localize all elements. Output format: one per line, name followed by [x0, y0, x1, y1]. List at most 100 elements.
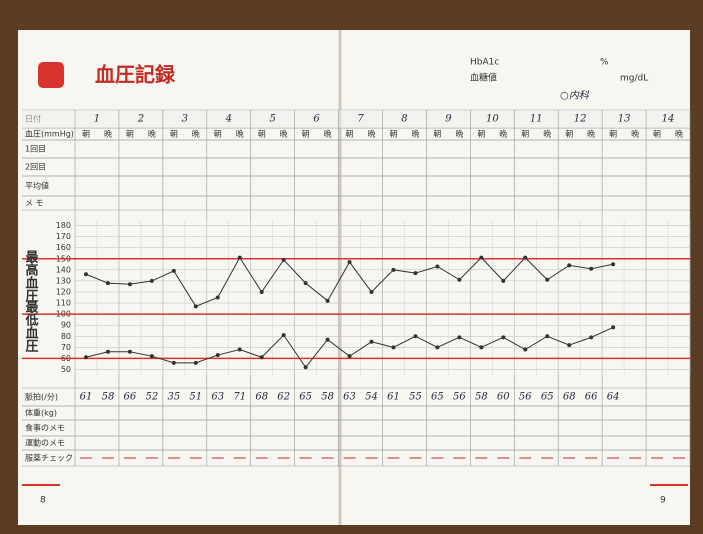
period: 朝 — [258, 130, 266, 139]
row-label: 2回目 — [25, 163, 46, 172]
pulse-value: 65 — [431, 392, 444, 403]
point — [127, 282, 132, 287]
point — [193, 304, 198, 309]
pulse-value: 63 — [211, 392, 224, 403]
period: 晩 — [455, 129, 463, 139]
pulse-value: 61 — [80, 392, 93, 403]
point — [171, 268, 176, 273]
page-number: 8 — [40, 496, 46, 506]
point — [369, 339, 374, 344]
title: 血圧記録 — [95, 63, 176, 87]
point — [501, 335, 506, 340]
date: 7 — [357, 114, 364, 125]
pulse-value: 68 — [255, 392, 268, 403]
point — [281, 257, 286, 262]
glucose: 血糖値 — [470, 72, 497, 84]
point — [391, 345, 396, 350]
pulse-value: 60 — [497, 392, 510, 403]
period: 朝 — [565, 130, 573, 139]
y-tick-label: 80 — [61, 332, 71, 341]
point — [105, 281, 110, 286]
hba1c: HbA1c — [470, 58, 499, 68]
y-tick-label: 140 — [56, 265, 71, 274]
point — [259, 289, 264, 294]
point — [479, 345, 484, 350]
date: 11 — [530, 114, 543, 125]
y-tick-label: 70 — [61, 343, 71, 352]
point — [545, 334, 550, 339]
date: 5 — [269, 114, 275, 125]
period: 晩 — [192, 129, 200, 139]
period: 朝 — [477, 130, 485, 139]
point — [105, 349, 110, 354]
period: 朝 — [126, 130, 134, 139]
point — [435, 345, 440, 350]
point — [567, 263, 572, 268]
point — [369, 289, 374, 294]
pulse-value: 58 — [475, 392, 488, 403]
period: 晩 — [499, 129, 507, 139]
date: 12 — [574, 114, 587, 125]
period: 晩 — [631, 129, 639, 139]
point — [523, 255, 528, 260]
date: 8 — [401, 114, 407, 125]
period: 晩 — [675, 129, 683, 139]
period: 晩 — [280, 129, 288, 139]
row-label: 食事のメモ — [25, 423, 65, 433]
period: 晩 — [148, 129, 156, 139]
period: 朝 — [302, 130, 310, 139]
point — [589, 335, 594, 340]
point — [611, 325, 616, 330]
pulse-value: 65 — [299, 392, 312, 403]
row-highlight — [22, 110, 690, 128]
date: 14 — [662, 114, 675, 125]
point — [215, 295, 220, 300]
point — [589, 266, 594, 271]
point — [457, 335, 462, 340]
page-number: 9 — [660, 496, 666, 506]
point — [127, 349, 132, 354]
date: 9 — [445, 114, 452, 125]
point — [501, 278, 506, 283]
y-tick-label: 170 — [56, 232, 71, 241]
unit: mg/dL — [620, 74, 648, 84]
pulse-value: 58 — [102, 392, 115, 403]
point — [413, 334, 418, 339]
point — [303, 281, 308, 286]
pulse-value: 54 — [365, 392, 378, 403]
point — [347, 260, 352, 265]
point — [479, 255, 484, 260]
pulse-value: 56 — [519, 392, 532, 403]
axis-label: 最高血圧 — [23, 250, 39, 303]
period: 晩 — [587, 129, 595, 139]
date: 10 — [486, 114, 499, 125]
point — [149, 354, 154, 359]
period: 晩 — [104, 129, 112, 139]
row-label: 平均値 — [25, 181, 49, 191]
pulse-value: 65 — [541, 392, 554, 403]
row-label: メ モ — [25, 199, 44, 208]
point — [171, 360, 176, 365]
point — [435, 264, 440, 269]
pulse-value: 64 — [607, 392, 620, 403]
title-icon — [38, 62, 64, 88]
row-label: 1回目 — [25, 145, 46, 154]
date: 13 — [618, 114, 631, 125]
y-tick-label: 50 — [61, 365, 71, 374]
period: 晩 — [411, 129, 419, 139]
point — [193, 360, 198, 365]
point — [325, 337, 330, 342]
point — [545, 277, 550, 282]
pulse-value: 66 — [585, 392, 598, 403]
point — [215, 353, 220, 358]
pulse-value: 51 — [189, 392, 202, 403]
y-tick-label: 110 — [56, 299, 71, 308]
point — [83, 355, 88, 360]
period: 朝 — [82, 130, 90, 139]
percent: % — [600, 58, 609, 68]
point — [303, 365, 308, 370]
point — [611, 262, 616, 267]
point — [523, 347, 528, 352]
period: 朝 — [389, 130, 397, 139]
